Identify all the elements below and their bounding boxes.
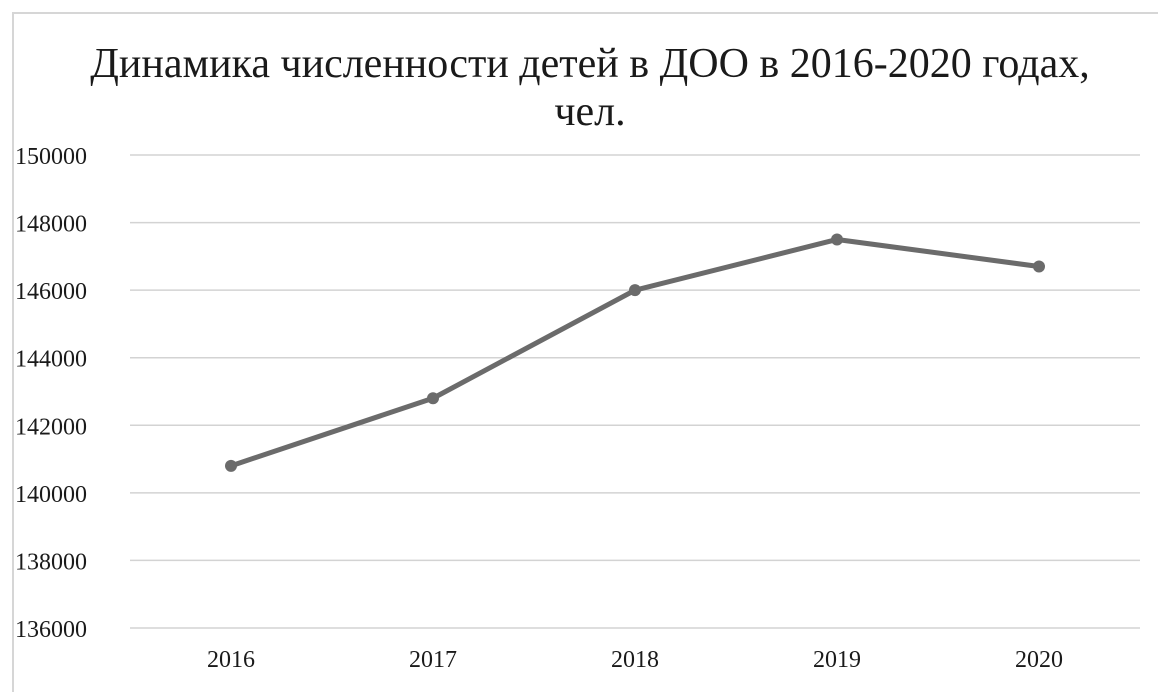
- y-tick-label: 140000: [15, 482, 87, 508]
- x-tick-label: 2016: [207, 647, 255, 673]
- series-line: [228, 236, 1042, 469]
- series-group: [225, 233, 1045, 472]
- x-tick-label: 2018: [611, 647, 659, 673]
- data-point: [225, 459, 237, 472]
- x-tick-label: 2017: [409, 647, 457, 673]
- chart-frame: [12, 12, 1158, 692]
- data-point: [629, 284, 641, 297]
- y-tick-label: 142000: [15, 414, 87, 440]
- y-tick-label: 146000: [15, 279, 87, 305]
- chart-title: Динамика численности детей в ДОО в 2016-…: [90, 41, 1090, 135]
- data-point: [1033, 260, 1045, 273]
- y-tick-label: 136000: [15, 617, 87, 643]
- y-tick-label: 148000: [15, 212, 87, 238]
- y-tick-label: 150000: [15, 144, 87, 170]
- x-axis-ticks: 2016 2017 2018 2019 2020: [207, 647, 1063, 673]
- x-tick-label: 2019: [813, 647, 861, 673]
- gridlines: [130, 154, 1140, 629]
- y-tick-label: 144000: [15, 347, 87, 373]
- y-tick-label: 138000: [15, 549, 87, 575]
- data-point: [831, 233, 843, 246]
- y-axis-ticks: 150000 148000 146000 144000 142000 140000 1380…: [15, 144, 87, 643]
- data-point: [427, 392, 439, 405]
- x-tick-label: 2020: [1015, 647, 1063, 673]
